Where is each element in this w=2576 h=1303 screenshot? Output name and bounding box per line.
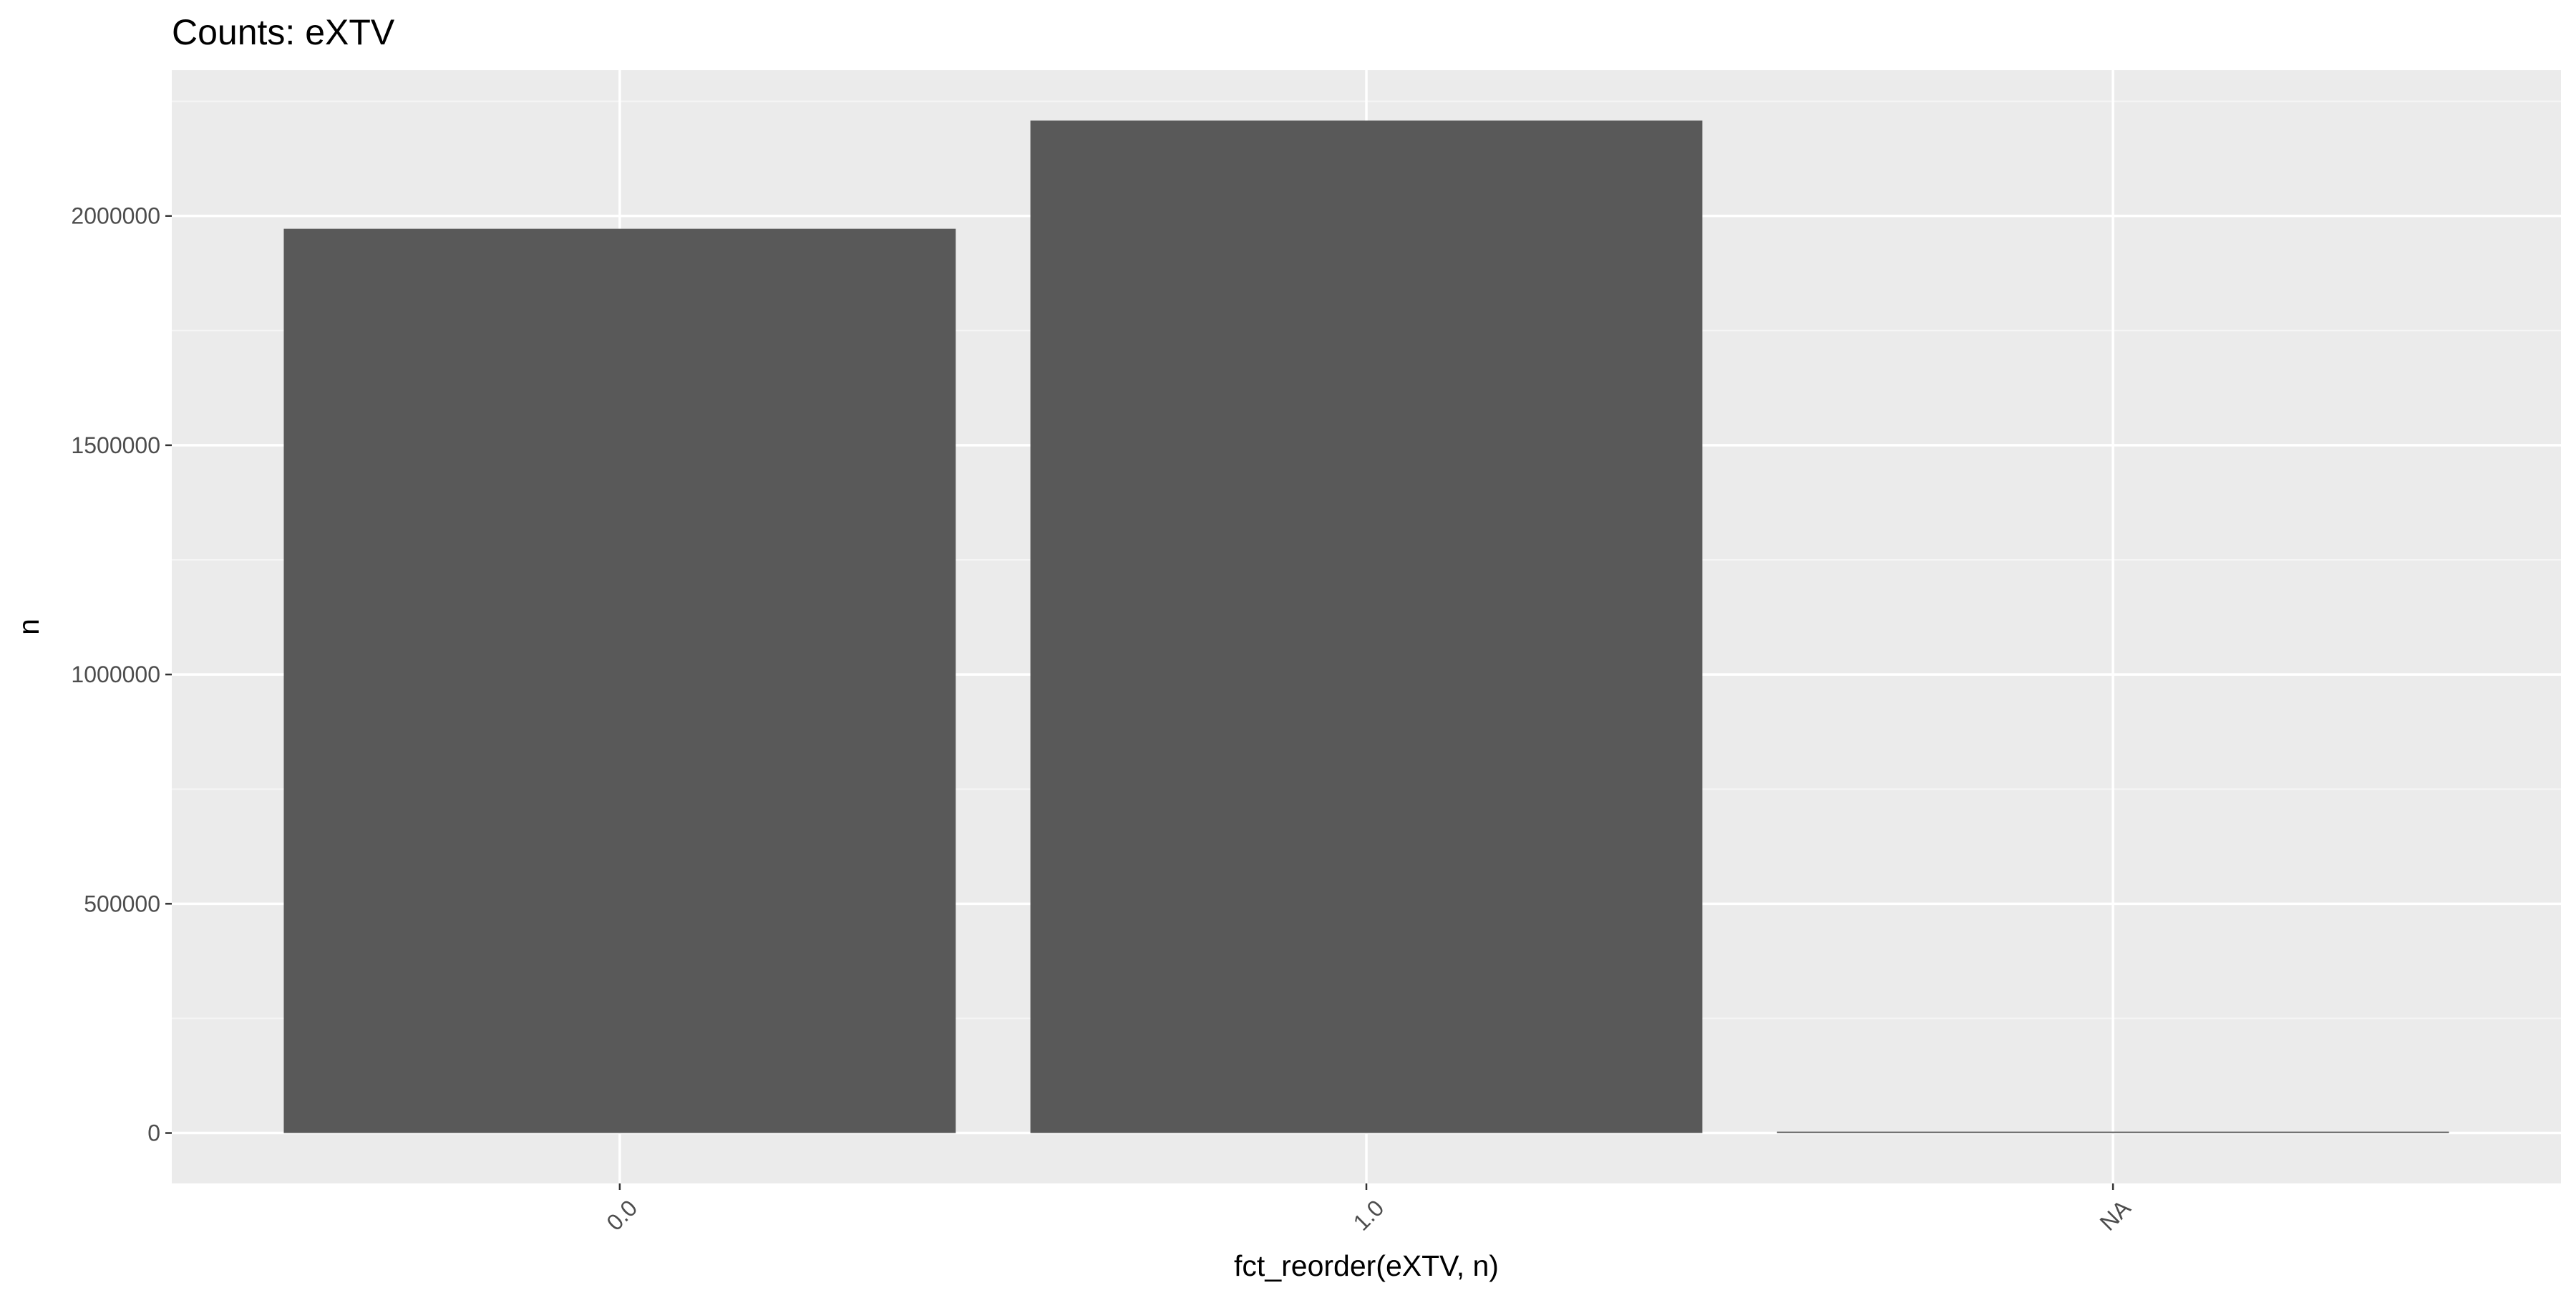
bars-group	[283, 120, 2449, 1133]
y-tick-label: 1000000	[71, 662, 160, 687]
y-tick-label: 500000	[84, 891, 160, 916]
x-axis: 0.0 1.0 NA	[601, 1183, 2136, 1236]
y-axis-title: n	[12, 619, 45, 635]
y-tick-label: 0	[147, 1120, 160, 1146]
y-tick-label: 1500000	[71, 432, 160, 458]
x-tick-label: NA	[2095, 1194, 2136, 1235]
bar-0.0	[283, 228, 956, 1133]
x-tick-label: 1.0	[1348, 1195, 1389, 1236]
chart-title: Counts: eXTV	[172, 12, 395, 52]
x-tick-label: 0.0	[601, 1195, 642, 1236]
y-tick-label: 2000000	[71, 203, 160, 229]
bar-1.0	[1030, 120, 1703, 1133]
y-axis: 0 500000 1000000 1500000 2000000	[71, 203, 172, 1146]
x-axis-title: fct_reorder(eXTV, n)	[1234, 1249, 1499, 1282]
bar-NA	[1777, 1131, 2449, 1133]
